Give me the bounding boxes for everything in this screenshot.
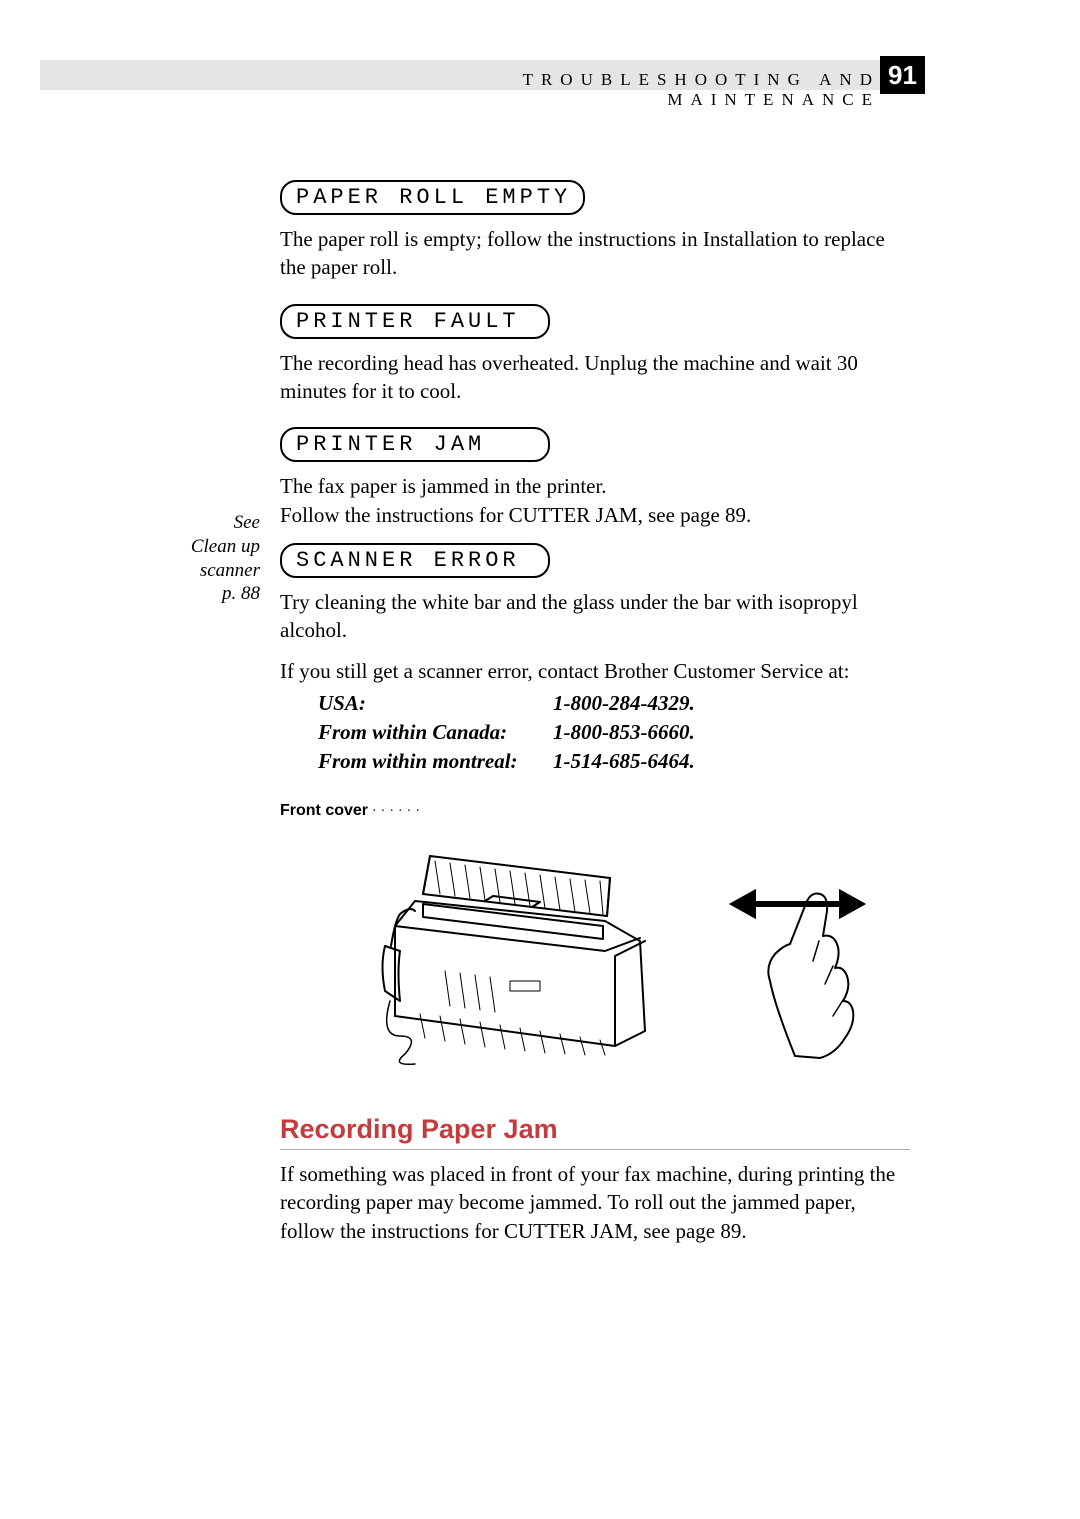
- body-text: Try cleaning the white bar and the glass…: [280, 588, 910, 645]
- lcd-paper-roll-empty: PAPER ROLL EMPTY: [280, 180, 585, 215]
- margin-note-line: See: [234, 512, 260, 533]
- contact-number: 1-800-284-4329.: [553, 691, 695, 716]
- main-content: PAPER ROLL EMPTY The paper roll is empty…: [280, 180, 910, 1267]
- contacts: USA: 1-800-284-4329. From within Canada:…: [318, 691, 910, 774]
- body-line: The fax paper is jammed in the printer.: [280, 474, 607, 498]
- running-head: TROUBLESHOOTING AND MAINTENANCE: [300, 70, 880, 110]
- fax-machine-illustration: [375, 806, 875, 1066]
- left-margin-block: [40, 60, 125, 90]
- contact-number: 1-514-685-6464.: [553, 749, 695, 774]
- contact-label: From within Canada:: [318, 720, 553, 745]
- section-title: Recording Paper Jam: [280, 1114, 910, 1145]
- contact-row: From within Canada: 1-800-853-6660.: [318, 720, 910, 745]
- contact-label: From within montreal:: [318, 749, 553, 774]
- lcd-printer-jam: PRINTER JAM: [280, 427, 550, 462]
- margin-note-line: p. 88: [222, 583, 260, 604]
- body-text: The paper roll is empty; follow the inst…: [280, 225, 910, 282]
- front-cover-label: Front cover: [280, 802, 368, 820]
- page-number: 91: [880, 56, 925, 94]
- body-text: If something was placed in front of your…: [280, 1160, 910, 1245]
- section-rule: [280, 1149, 910, 1150]
- body-text: If you still get a scanner error, contac…: [280, 657, 910, 685]
- lcd-printer-fault: PRINTER FAULT: [280, 304, 550, 339]
- margin-note-line: scanner: [200, 560, 260, 581]
- contact-row: USA: 1-800-284-4329.: [318, 691, 910, 716]
- body-text: The fax paper is jammed in the printer. …: [280, 472, 910, 529]
- contact-label: USA:: [318, 691, 553, 716]
- page: TROUBLESHOOTING AND MAINTENANCE 91 See C…: [0, 0, 1080, 1519]
- lcd-scanner-error: SCANNER ERROR: [280, 543, 550, 578]
- leader-dots: ······: [372, 804, 424, 820]
- figure: Front cover ······: [280, 802, 910, 1066]
- margin-note-line: Clean up: [191, 536, 260, 557]
- body-line: Follow the instructions for CUTTER JAM, …: [280, 503, 751, 527]
- margin-note: See Clean up scanner p. 88: [150, 511, 260, 606]
- body-text: The recording head has overheated. Unplu…: [280, 349, 910, 406]
- contact-number: 1-800-853-6660.: [553, 720, 695, 745]
- contact-row: From within montreal: 1-514-685-6464.: [318, 749, 910, 774]
